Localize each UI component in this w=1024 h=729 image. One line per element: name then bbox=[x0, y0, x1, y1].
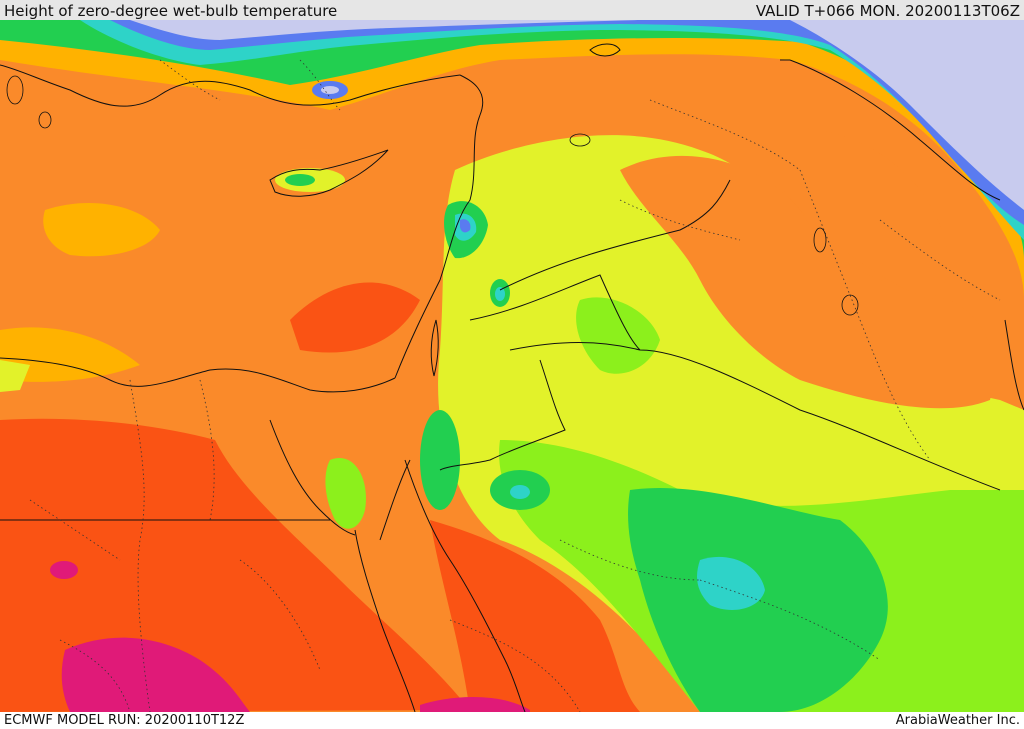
field-north-lavender bbox=[130, 20, 640, 40]
field-yellow-wedge bbox=[0, 360, 30, 392]
field-golan-teal bbox=[495, 287, 505, 301]
valid-time-label: VALID T+066 MON. 20200113T06Z bbox=[755, 2, 1020, 20]
island-4 bbox=[6, 75, 24, 105]
field-magenta-1 bbox=[61, 637, 250, 712]
coastline-red-sea-east bbox=[404, 459, 526, 712]
border-jordan-saudi bbox=[509, 342, 1001, 491]
field-cyprus-green bbox=[285, 174, 315, 186]
border-jordan-east bbox=[439, 359, 566, 471]
dotted-border-7 bbox=[859, 319, 931, 461]
field-green-negev bbox=[420, 410, 460, 510]
coastline-red-sea-west bbox=[354, 529, 416, 712]
dotted-border-9 bbox=[699, 579, 881, 661]
wet-bulb-map bbox=[0, 20, 1024, 712]
island-3 bbox=[569, 133, 591, 147]
coastline-med-south bbox=[0, 357, 396, 393]
dotted-border-3 bbox=[29, 499, 121, 561]
coastline-gulf-suez bbox=[269, 419, 356, 536]
coastlines bbox=[0, 43, 1024, 712]
field-green-jordan bbox=[576, 297, 660, 374]
coastline-dead-sea bbox=[430, 319, 439, 377]
island-2 bbox=[841, 294, 859, 316]
dotted-border-2 bbox=[199, 379, 215, 521]
map-header: Height of zero-degree wet-bulb temperatu… bbox=[0, 0, 1024, 20]
internal-borders bbox=[29, 59, 1001, 712]
field-caspian-lavender bbox=[790, 20, 1024, 210]
model-run-label: ECMWF MODEL RUN: 20200110T12Z bbox=[4, 713, 245, 728]
field-lebanon-blue bbox=[460, 219, 471, 233]
coastline-lake-van bbox=[589, 43, 621, 57]
field-red-med bbox=[290, 282, 420, 353]
map-title: Height of zero-degree wet-bulb temperatu… bbox=[4, 2, 338, 20]
field-green-sinai bbox=[325, 458, 366, 529]
field-magenta-2 bbox=[420, 696, 530, 712]
border-syria-iraq bbox=[499, 179, 731, 291]
dotted-border-15 bbox=[159, 59, 221, 101]
provider-label: ArabiaWeather Inc. bbox=[895, 713, 1020, 728]
coastline-cyprus bbox=[269, 149, 389, 197]
map-footer: ECMWF MODEL RUN: 20200110T12Z ArabiaWeat… bbox=[0, 712, 1024, 729]
field-med-yellow bbox=[43, 202, 160, 257]
islands bbox=[6, 75, 859, 316]
coastline-caspian bbox=[789, 59, 1001, 201]
coastline-levant bbox=[394, 74, 483, 379]
dotted-border-12 bbox=[449, 619, 581, 712]
field-teal-wadi bbox=[510, 485, 530, 499]
island-5 bbox=[38, 111, 52, 129]
island-1 bbox=[813, 227, 827, 253]
field-med-yellow-2 bbox=[0, 327, 140, 382]
field-north-yellow bbox=[0, 20, 1024, 300]
dotted-border-14 bbox=[299, 59, 341, 111]
coastline-turkey-south bbox=[0, 64, 461, 107]
dotted-border-5 bbox=[649, 99, 801, 171]
dotted-border-6 bbox=[799, 169, 861, 321]
border-iraq-west bbox=[469, 274, 641, 351]
field-orange-east-patch bbox=[620, 155, 994, 409]
field-armenia-lav bbox=[321, 86, 339, 94]
coastline-gulf-aqaba bbox=[379, 459, 411, 541]
field-magenta-3 bbox=[50, 561, 78, 579]
dotted-border-10 bbox=[619, 199, 741, 241]
field-red-arabia bbox=[430, 520, 640, 712]
field-orange-iraq bbox=[760, 127, 949, 300]
map-canvas bbox=[0, 20, 1024, 712]
coastline-persian-gulf bbox=[1004, 319, 1024, 411]
